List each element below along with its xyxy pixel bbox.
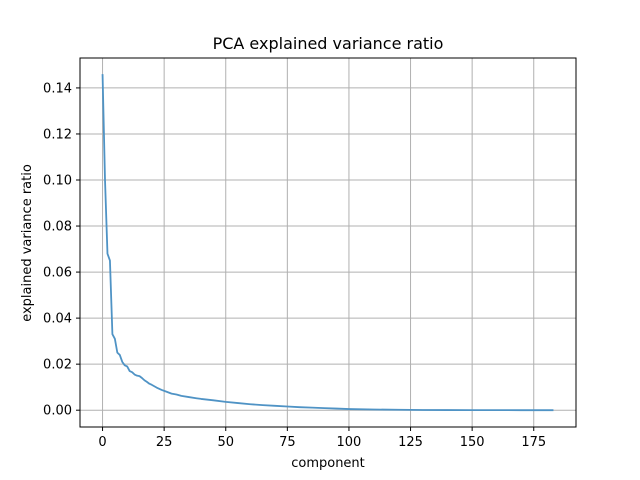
y-tick-label: 0.12 (43, 127, 72, 142)
y-tick-label: 0.00 (43, 404, 72, 419)
x-tick-label: 100 (337, 435, 362, 450)
series-layer (101, 74, 554, 412)
y-axis: 0.00 0.02 0.04 0.06 0.08 0.10 0.12 0.14 (43, 81, 80, 419)
series-line (101, 74, 554, 412)
y-tick-label: 0.04 (43, 312, 72, 327)
x-tick-label: 25 (156, 435, 173, 450)
y-tick-label: 0.10 (43, 174, 72, 189)
y-axis-label: explained variance ratio (20, 164, 35, 322)
plot-frame (79, 57, 577, 428)
x-axis: 0 25 50 75 100 125 150 175 (98, 427, 546, 450)
y-tick-label: 0.14 (43, 81, 72, 96)
x-tick-label: 175 (521, 435, 546, 450)
chart-title: PCA explained variance ratio (213, 34, 444, 53)
grid (80, 58, 576, 427)
y-tick-label: 0.02 (43, 358, 72, 373)
x-tick-label: 150 (460, 435, 485, 450)
x-tick-label: 125 (398, 435, 423, 450)
x-tick-label: 0 (98, 435, 106, 450)
y-tick-label: 0.06 (43, 266, 72, 281)
y-tick-label: 0.08 (43, 220, 72, 235)
x-tick-label: 50 (217, 435, 234, 450)
x-axis-label: component (291, 456, 365, 471)
x-tick-label: 75 (279, 435, 296, 450)
